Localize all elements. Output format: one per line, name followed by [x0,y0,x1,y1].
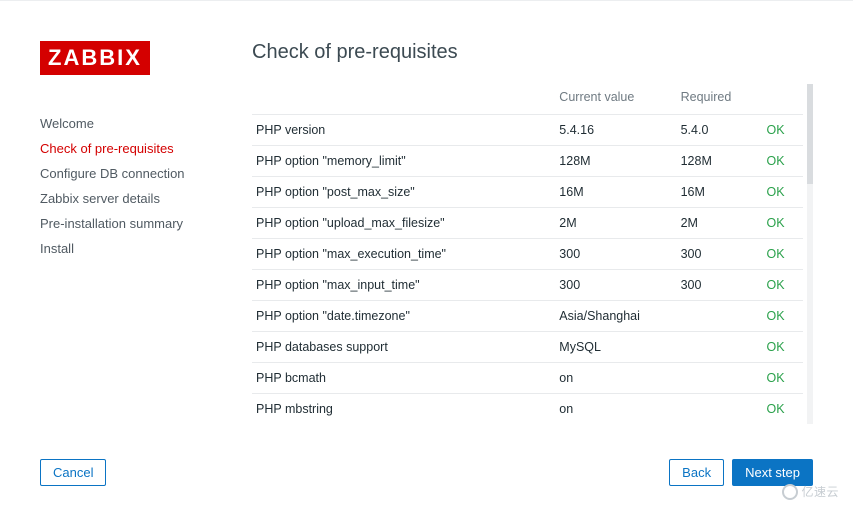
cancel-button[interactable]: Cancel [40,459,106,486]
cell-name: PHP option "date.timezone" [252,301,555,332]
sidebar-item-5[interactable]: Install [40,236,240,261]
cell-current: Asia/Shanghai [555,301,676,332]
prereq-table-wrap: Current value Required PHP version5.4.16… [252,84,813,424]
sidebar-item-0[interactable]: Welcome [40,111,240,136]
cell-name: PHP mbstring [252,394,555,425]
cell-name: PHP option "max_execution_time" [252,239,555,270]
cell-name: PHP option "memory_limit" [252,146,555,177]
cell-status: OK [763,332,803,363]
cell-name: PHP version [252,115,555,146]
footer: Cancel Back Next step [0,459,853,486]
watermark-icon [782,484,798,500]
table-row: PHP bcmathon OK [252,363,803,394]
cell-name: PHP option "upload_max_filesize" [252,208,555,239]
prereq-table: Current value Required PHP version5.4.16… [252,84,803,424]
table-header-row: Current value Required [252,84,803,115]
cell-required: 2M [677,208,763,239]
brand-logo: ZABBIX [40,41,150,75]
cell-status: OK [763,208,803,239]
table-row: PHP databases supportMySQL OK [252,332,803,363]
table-row: PHP option "date.timezone"Asia/Shanghai O… [252,301,803,332]
content-container: ZABBIX WelcomeCheck of pre-requisitesCon… [0,1,853,441]
cell-name: PHP option "post_max_size" [252,177,555,208]
cell-name: PHP databases support [252,332,555,363]
cell-name: PHP bcmath [252,363,555,394]
next-step-button[interactable]: Next step [732,459,813,486]
cell-status: OK [763,146,803,177]
cell-required [677,394,763,425]
table-body: PHP version5.4.165.4.0OKPHP option "memo… [252,115,803,425]
cell-current: MySQL [555,332,676,363]
sidebar-item-4[interactable]: Pre-installation summary [40,211,240,236]
col-header-current: Current value [555,84,676,115]
page-root: ZABBIX WelcomeCheck of pre-requisitesCon… [0,0,853,506]
cell-status: OK [763,363,803,394]
cell-required: 16M [677,177,763,208]
scrollbar-track[interactable] [807,84,813,424]
col-header-required: Required [677,84,763,115]
cell-required: 5.4.0 [677,115,763,146]
sidebar: ZABBIX WelcomeCheck of pre-requisitesCon… [40,41,240,431]
sidebar-item-3[interactable]: Zabbix server details [40,186,240,211]
watermark: 亿速云 [782,483,839,500]
table-row: PHP option "upload_max_filesize"2M2MOK [252,208,803,239]
cell-status: OK [763,270,803,301]
watermark-text: 亿速云 [801,483,839,500]
cell-required: 128M [677,146,763,177]
cell-name: PHP option "max_input_time" [252,270,555,301]
cell-current: on [555,394,676,425]
cell-status: OK [763,115,803,146]
cell-required: 300 [677,270,763,301]
table-row: PHP option "post_max_size"16M16MOK [252,177,803,208]
cell-current: 128M [555,146,676,177]
cell-required [677,363,763,394]
page-title: Check of pre-requisites [252,41,813,64]
cell-current: 300 [555,270,676,301]
cell-status: OK [763,239,803,270]
table-row: PHP option "memory_limit"128M128MOK [252,146,803,177]
col-header-name [252,84,555,115]
cell-current: 5.4.16 [555,115,676,146]
cell-required: 300 [677,239,763,270]
table-row: PHP option "max_input_time"300300OK [252,270,803,301]
col-header-status [763,84,803,115]
sidebar-item-1[interactable]: Check of pre-requisites [40,136,240,161]
table-row: PHP option "max_execution_time"300300OK [252,239,803,270]
table-row: PHP version5.4.165.4.0OK [252,115,803,146]
wizard-nav: WelcomeCheck of pre-requisitesConfigure … [40,111,240,261]
cell-required [677,332,763,363]
cell-current: 300 [555,239,676,270]
scrollbar-thumb[interactable] [807,84,813,184]
cell-current: 16M [555,177,676,208]
cell-current: on [555,363,676,394]
cell-status: OK [763,301,803,332]
main-panel: Check of pre-requisites Current value Re… [240,41,813,431]
back-button[interactable]: Back [669,459,724,486]
cell-current: 2M [555,208,676,239]
sidebar-item-2[interactable]: Configure DB connection [40,161,240,186]
table-row: PHP mbstringon OK [252,394,803,425]
cell-required [677,301,763,332]
footer-right: Back Next step [669,459,813,486]
footer-left: Cancel [40,459,106,486]
cell-status: OK [763,394,803,425]
cell-status: OK [763,177,803,208]
